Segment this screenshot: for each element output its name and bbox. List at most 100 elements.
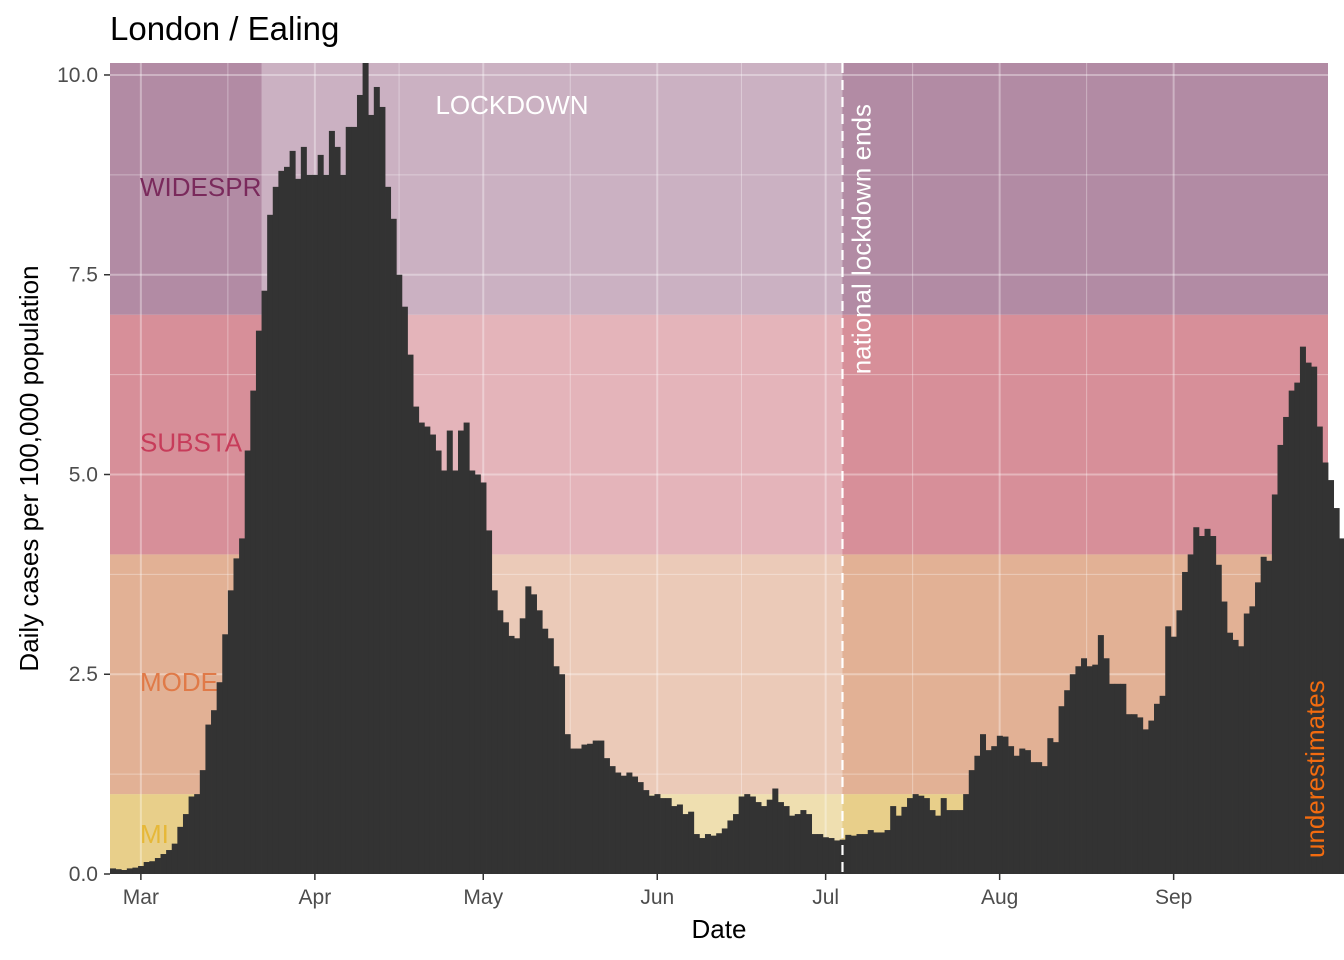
bar (564, 734, 571, 874)
bar (587, 743, 594, 874)
bar (660, 798, 667, 874)
bar (396, 274, 403, 874)
bar (317, 154, 324, 874)
bar (1086, 666, 1093, 874)
x-tick-label: Jun (640, 886, 674, 909)
bar (491, 590, 498, 874)
bar (351, 126, 358, 875)
bar (1210, 536, 1217, 874)
bar (323, 174, 330, 875)
bar (648, 795, 655, 874)
y-axis-title: Daily cases per 100,000 population (14, 265, 44, 671)
bar (789, 815, 796, 874)
bar (1311, 366, 1318, 874)
bar (620, 775, 627, 874)
bar (138, 866, 145, 874)
bar (1299, 346, 1306, 874)
bar (912, 794, 919, 874)
bar (356, 94, 363, 874)
band-label-moderate: MODE (140, 667, 218, 697)
bar (1198, 536, 1205, 874)
bar (766, 799, 773, 874)
y-tick-label: 5.0 (69, 463, 98, 486)
bar (1294, 382, 1301, 874)
bar (1249, 606, 1256, 874)
bar (699, 838, 706, 874)
bar (862, 834, 869, 874)
bar (592, 740, 599, 874)
bar (1109, 683, 1116, 874)
x-tick-label: Aug (981, 886, 1018, 909)
bar (441, 470, 448, 874)
bar (289, 150, 296, 874)
bar (1187, 554, 1194, 874)
x-tick-label: Sep (1155, 886, 1192, 909)
bar (222, 634, 229, 874)
y-tick-label: 0.0 (69, 863, 98, 886)
bar (632, 776, 639, 874)
bar (110, 868, 117, 874)
bar (873, 832, 880, 874)
bar (177, 826, 184, 874)
bar (603, 758, 610, 874)
bar (284, 166, 291, 874)
bar (581, 744, 588, 874)
bar (985, 750, 992, 874)
bar (1097, 635, 1104, 874)
bar (199, 770, 206, 874)
bar (216, 682, 223, 874)
bar (261, 290, 268, 875)
bar (379, 106, 386, 874)
bar (996, 735, 1003, 874)
bar (867, 830, 874, 874)
bar (1137, 717, 1144, 874)
bar (1019, 748, 1026, 874)
bar (822, 837, 829, 874)
bar (929, 810, 936, 874)
y-axis-ticks: 0.0 2.5 5.0 7.5 10.0 (57, 64, 110, 886)
bar (946, 810, 953, 874)
bar (126, 868, 133, 874)
bar (227, 590, 234, 874)
bar (519, 618, 526, 874)
bar (1266, 560, 1273, 874)
bar (1215, 564, 1222, 874)
bar (559, 674, 566, 874)
bar (710, 835, 717, 874)
bar (1226, 632, 1233, 874)
bar (1288, 390, 1295, 874)
bar (800, 810, 807, 874)
bar (1041, 766, 1048, 874)
bar (637, 782, 644, 874)
bar (514, 638, 521, 874)
bar (1064, 690, 1071, 874)
bar (166, 850, 173, 874)
bar (1238, 646, 1245, 874)
bar (1165, 626, 1172, 874)
x-tick-label: Jul (812, 886, 839, 909)
bar (1013, 755, 1020, 874)
lockdown-end-label: national lockdown ends (846, 104, 876, 374)
x-axis-ticks: Mar Apr May Jun Jul Aug Sep (123, 874, 1192, 909)
bar (547, 638, 554, 874)
bar (368, 114, 375, 874)
bar (1148, 720, 1155, 874)
bar (418, 422, 425, 874)
bar (794, 814, 801, 874)
bar (1260, 556, 1267, 874)
y-tick-label: 10.0 (57, 64, 98, 87)
bar (244, 450, 251, 874)
bar (295, 178, 302, 875)
bar (626, 772, 633, 874)
bar (1283, 416, 1290, 874)
bar (570, 748, 577, 874)
bar (267, 214, 274, 874)
bar (923, 798, 930, 874)
bar (755, 802, 762, 874)
bar (1081, 658, 1088, 874)
bar (1204, 528, 1211, 874)
bar (115, 869, 122, 874)
bar (957, 810, 964, 874)
bar (306, 174, 313, 875)
bar (1271, 494, 1278, 874)
